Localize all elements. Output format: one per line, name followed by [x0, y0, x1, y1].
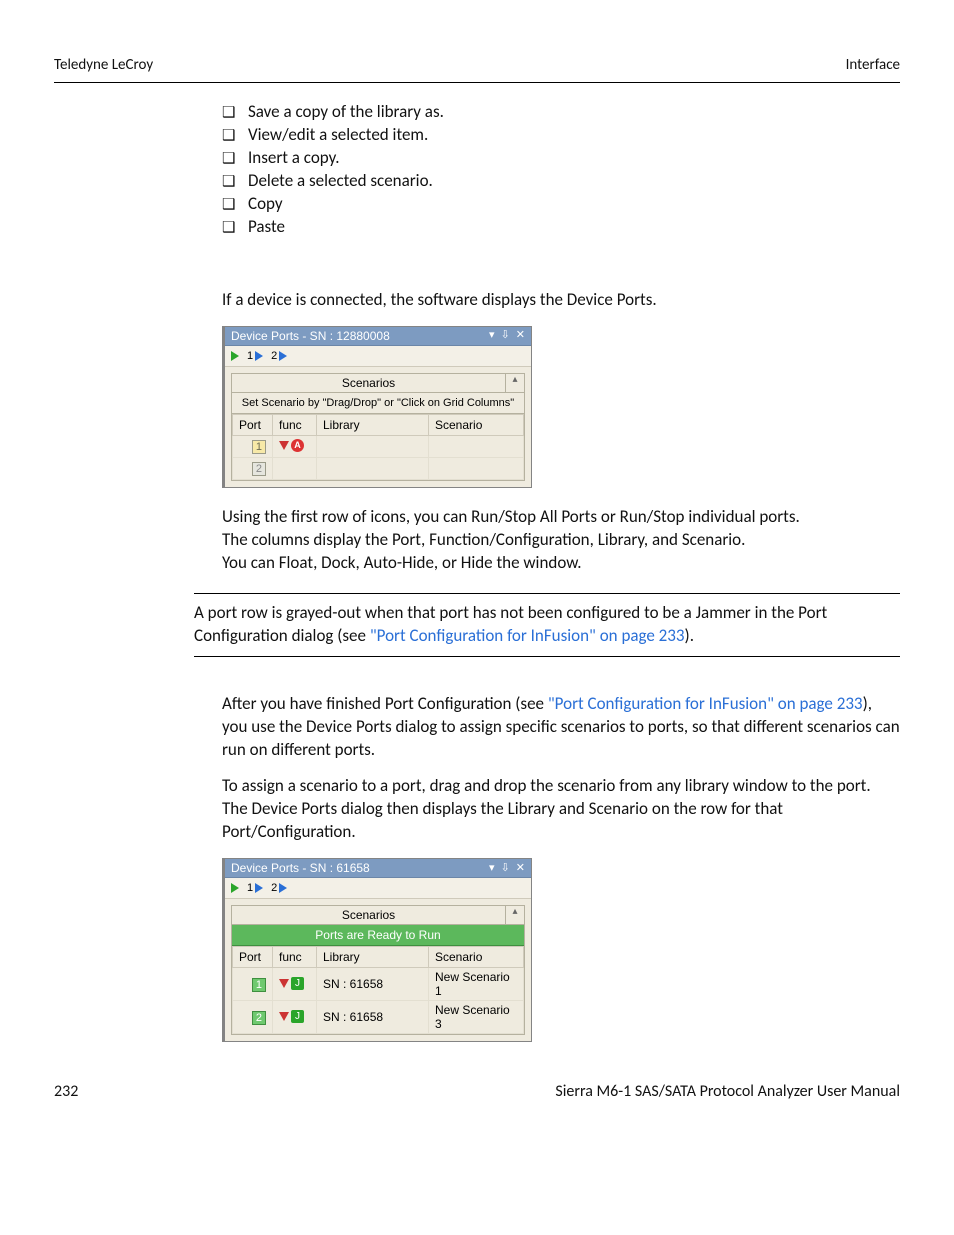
- scenarios-header: Scenarios: [232, 374, 506, 393]
- list-item: Paste: [248, 216, 285, 237]
- cell-library: SN : 61658: [317, 1001, 429, 1034]
- col-header-func[interactable]: func: [273, 947, 317, 968]
- paragraph: To assign a scenario to a port, drag and…: [222, 775, 900, 844]
- table-row[interactable]: 2: [233, 457, 524, 479]
- manual-title: Sierra M6-1 SAS/SATA Protocol Analyzer U…: [555, 1082, 900, 1101]
- run-port-2-button[interactable]: 2: [271, 350, 287, 362]
- checkbox-icon: ❑: [222, 195, 248, 214]
- panel-title-text: Device Ports - SN : 61658: [231, 861, 370, 875]
- scenarios-hint: Set Scenario by "Drag/Drop" or "Click on…: [232, 393, 524, 414]
- run-all-button[interactable]: [231, 883, 239, 893]
- header-rule: [54, 82, 900, 83]
- header-left: Teledyne LeCroy: [54, 56, 153, 74]
- run-port-2-button[interactable]: 2: [271, 882, 287, 894]
- checkbox-icon: ❑: [222, 103, 248, 122]
- port-badge: 2: [252, 462, 266, 476]
- paragraph: If a device is connected, the software d…: [222, 289, 900, 312]
- dropdown-icon[interactable]: ▾: [489, 330, 495, 341]
- cell-scenario: [429, 457, 524, 479]
- list-item: Save a copy of the library as.: [248, 101, 444, 122]
- checkbox-icon: ❑: [222, 218, 248, 237]
- ports-table: Port func Library Scenario 1 J SN : 6165…: [232, 946, 524, 1034]
- panel-titlebar[interactable]: Device Ports - SN : 61658 ▾ ⇩ ✕: [225, 859, 531, 878]
- panel-toolbar: 1 2: [225, 346, 531, 367]
- run-all-button[interactable]: [231, 351, 239, 361]
- col-header-library[interactable]: Library: [317, 414, 429, 435]
- close-icon[interactable]: ✕: [516, 863, 525, 874]
- cell-scenario: New Scenario 1: [429, 968, 524, 1001]
- pin-icon[interactable]: ⇩: [501, 330, 510, 341]
- device-ports-panel-2: Device Ports - SN : 61658 ▾ ⇩ ✕ 1 2 Scen…: [222, 858, 532, 1042]
- xref-link[interactable]: "Port Configuration for InFusion" on pag…: [370, 625, 685, 646]
- close-icon[interactable]: ✕: [516, 330, 525, 341]
- note-block: A port row is grayed-out when that port …: [194, 593, 900, 657]
- panel-title-text: Device Ports - SN : 12880008: [231, 329, 390, 343]
- ready-banner: Ports are Ready to Run: [232, 925, 524, 946]
- func-icon-jammer: J: [279, 1010, 304, 1023]
- dropdown-icon[interactable]: ▾: [489, 863, 495, 874]
- col-header-func[interactable]: func: [273, 414, 317, 435]
- paragraph: After you have finished Port Configurati…: [222, 693, 900, 762]
- xref-link[interactable]: "Port Configuration for InFusion" on pag…: [548, 693, 863, 714]
- play-icon: [231, 351, 239, 361]
- collapse-icon[interactable]: ▴: [506, 374, 524, 393]
- note-text: ).: [685, 625, 694, 646]
- device-ports-panel-1: Device Ports - SN : 12880008 ▾ ⇩ ✕ 1 2 S…: [222, 326, 532, 488]
- collapse-icon[interactable]: ▴: [506, 906, 524, 925]
- checkbox-icon: ❑: [222, 126, 248, 145]
- port-badge: 1: [252, 440, 266, 454]
- paragraph: Using the first row of icons, you can Ru…: [222, 506, 900, 575]
- col-header-scenario[interactable]: Scenario: [429, 414, 524, 435]
- cell-library: [317, 435, 429, 457]
- play-icon: [231, 883, 239, 893]
- table-row[interactable]: 2 J SN : 61658 New Scenario 3: [233, 1001, 524, 1034]
- header-right: Interface: [846, 56, 900, 74]
- col-header-port[interactable]: Port: [233, 947, 273, 968]
- panel-toolbar: 1 2: [225, 878, 531, 899]
- port-badge: 1: [252, 978, 266, 992]
- port-badge: 2: [252, 1011, 266, 1025]
- run-port-1-button[interactable]: 1: [247, 350, 263, 362]
- func-icon-jammer: J: [279, 977, 304, 990]
- func-icon-jammer: A: [279, 439, 304, 452]
- table-row[interactable]: 1 A: [233, 435, 524, 457]
- col-header-scenario[interactable]: Scenario: [429, 947, 524, 968]
- scenarios-header: Scenarios: [232, 906, 506, 925]
- ports-table: Port func Library Scenario 1 A 2: [232, 414, 524, 480]
- list-item: Delete a selected scenario.: [248, 170, 433, 191]
- cell-library: SN : 61658: [317, 968, 429, 1001]
- checkbox-icon: ❑: [222, 172, 248, 191]
- col-header-port[interactable]: Port: [233, 414, 273, 435]
- library-actions-list: ❑Save a copy of the library as. ❑View/ed…: [222, 101, 900, 237]
- list-item: Copy: [248, 193, 283, 214]
- page-number: 232: [54, 1082, 78, 1101]
- panel-titlebar[interactable]: Device Ports - SN : 12880008 ▾ ⇩ ✕: [225, 327, 531, 346]
- play-icon: [279, 883, 287, 893]
- play-icon: [279, 351, 287, 361]
- table-row[interactable]: 1 J SN : 61658 New Scenario 1: [233, 968, 524, 1001]
- run-port-1-button[interactable]: 1: [247, 882, 263, 894]
- list-item: View/edit a selected item.: [248, 124, 428, 145]
- play-icon: [255, 351, 263, 361]
- checkbox-icon: ❑: [222, 149, 248, 168]
- cell-scenario: [429, 435, 524, 457]
- pin-icon[interactable]: ⇩: [501, 863, 510, 874]
- play-icon: [255, 883, 263, 893]
- col-header-library[interactable]: Library: [317, 947, 429, 968]
- cell-library: [317, 457, 429, 479]
- cell-scenario: New Scenario 3: [429, 1001, 524, 1034]
- list-item: Insert a copy.: [248, 147, 340, 168]
